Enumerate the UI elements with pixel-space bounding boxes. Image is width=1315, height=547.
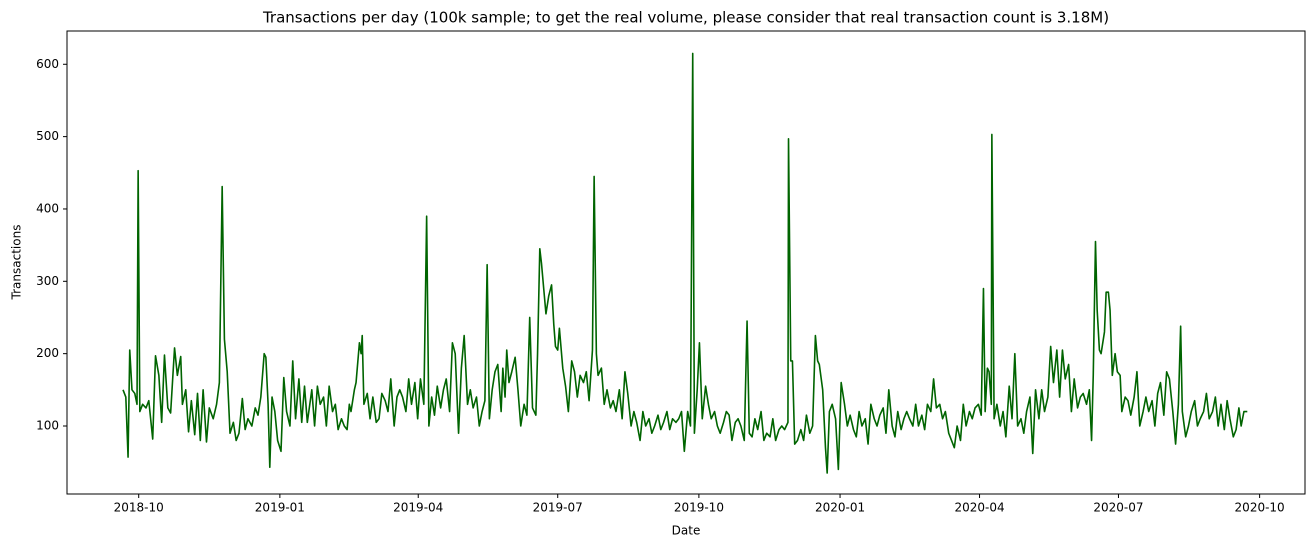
x-tick-label: 2020-01 — [815, 501, 865, 515]
x-tick-label: 2018-10 — [114, 501, 164, 515]
y-tick-label: 100 — [36, 418, 59, 432]
plot-frame — [66, 30, 1306, 495]
x-tick-label: 2019-10 — [674, 501, 724, 515]
y-tick-label: 600 — [36, 57, 59, 71]
x-tick-label: 2019-01 — [255, 501, 305, 515]
y-tick-label: 400 — [36, 201, 59, 215]
x-tick-label: 2019-07 — [533, 501, 583, 515]
x-axis-label: Date — [672, 524, 701, 538]
chart-title: Transactions per day (100k sample; to ge… — [262, 9, 1109, 27]
x-tick-label: 2019-04 — [393, 501, 443, 515]
x-tick-label: 2020-07 — [1093, 501, 1143, 515]
y-tick-label: 200 — [36, 346, 59, 360]
data-line — [122, 52, 1248, 474]
x-tick-label: 2020-04 — [954, 501, 1004, 515]
y-axis-label: Transactions — [10, 225, 24, 301]
x-tick-label: 2020-10 — [1235, 501, 1285, 515]
y-tick-label: 300 — [36, 274, 59, 288]
y-tick-label: 500 — [36, 129, 59, 143]
